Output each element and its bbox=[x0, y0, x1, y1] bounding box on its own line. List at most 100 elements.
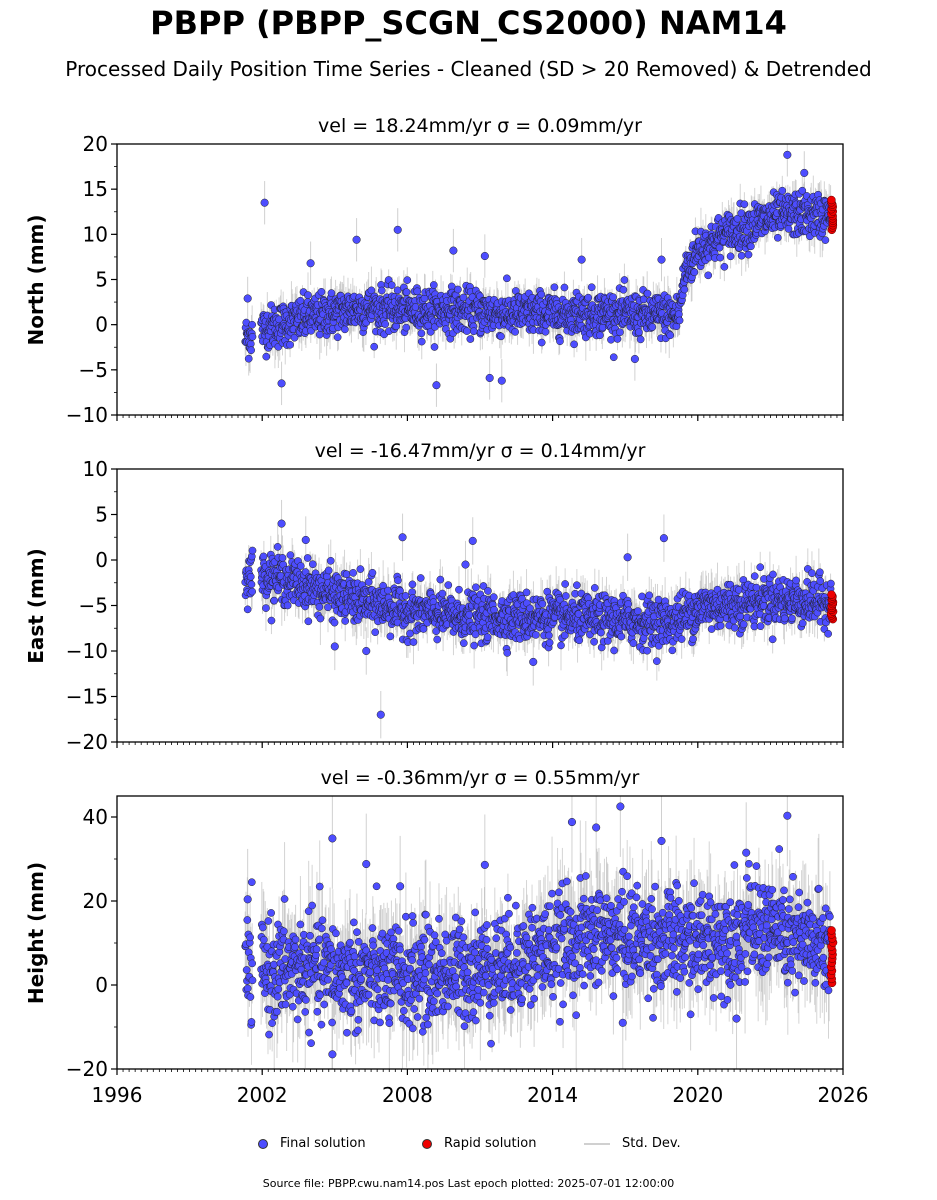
final-point bbox=[561, 580, 569, 588]
final-point bbox=[286, 551, 295, 559]
final-point bbox=[541, 327, 550, 336]
ytick-label: −5 bbox=[79, 358, 108, 382]
final-point bbox=[267, 616, 276, 625]
final-point bbox=[484, 587, 492, 595]
final-point bbox=[609, 353, 618, 362]
final-point bbox=[689, 635, 697, 643]
final-point bbox=[584, 293, 593, 302]
final-point-outlier bbox=[480, 251, 489, 261]
final-point bbox=[736, 612, 745, 621]
final-point bbox=[371, 628, 380, 637]
final-point bbox=[290, 333, 299, 342]
final-point bbox=[716, 621, 725, 630]
final-point bbox=[747, 242, 755, 251]
final-point bbox=[317, 288, 326, 296]
final-point bbox=[730, 624, 739, 632]
final-point bbox=[296, 562, 305, 570]
final-point bbox=[315, 603, 324, 611]
axes-frame-north bbox=[116, 143, 844, 416]
final-point-outlier bbox=[800, 168, 809, 177]
ytick-label: 10 bbox=[83, 222, 108, 246]
final-point bbox=[590, 584, 599, 592]
final-point bbox=[413, 287, 422, 296]
final-point bbox=[497, 332, 505, 341]
final-point-outlier bbox=[393, 225, 402, 234]
final-point bbox=[402, 288, 411, 296]
final-point bbox=[545, 631, 553, 640]
final-point bbox=[737, 251, 746, 260]
ytick-label: −10 bbox=[66, 403, 108, 427]
final-point bbox=[463, 327, 471, 335]
final-point bbox=[466, 335, 475, 343]
final-point bbox=[531, 631, 540, 639]
final-point bbox=[537, 290, 546, 299]
final-point bbox=[469, 327, 478, 336]
final-point bbox=[619, 591, 627, 600]
std-dev-bars-north bbox=[244, 144, 832, 407]
final-point-outlier bbox=[630, 354, 639, 364]
final-point-outlier bbox=[449, 246, 458, 255]
final-point bbox=[367, 286, 376, 295]
final-point bbox=[635, 328, 643, 337]
chart-subtitle: Processed Daily Position Time Series - C… bbox=[65, 57, 872, 81]
final-point-outlier bbox=[783, 150, 792, 159]
final-point bbox=[248, 587, 257, 596]
final-points-east bbox=[241, 519, 835, 719]
final-point bbox=[465, 610, 474, 619]
final-points-north bbox=[241, 150, 835, 390]
final-point bbox=[315, 330, 324, 339]
final-point bbox=[503, 649, 512, 657]
final-point bbox=[470, 641, 478, 650]
ytick-label: 0 bbox=[95, 313, 108, 337]
final-point bbox=[455, 585, 463, 594]
final-point bbox=[720, 262, 729, 271]
final-point bbox=[436, 575, 445, 584]
final-point bbox=[324, 603, 332, 612]
panel-title-north: vel = 18.24mm/yr σ = 0.09mm/yr bbox=[318, 115, 642, 137]
final-point bbox=[716, 253, 725, 262]
final-point bbox=[643, 646, 652, 655]
final-point bbox=[483, 633, 492, 642]
final-point bbox=[597, 628, 605, 637]
final-point bbox=[417, 329, 426, 338]
final-point bbox=[652, 657, 661, 665]
final-point bbox=[596, 331, 604, 340]
final-point bbox=[387, 281, 396, 289]
final-point bbox=[247, 580, 256, 589]
final-point bbox=[677, 635, 686, 643]
final-point bbox=[364, 578, 373, 586]
final-point bbox=[675, 316, 684, 325]
final-point bbox=[393, 286, 402, 295]
final-point bbox=[408, 580, 417, 589]
plot-area-east bbox=[241, 499, 838, 739]
plot-area-north bbox=[241, 144, 838, 407]
final-point-outlier bbox=[352, 235, 361, 244]
final-point bbox=[620, 276, 629, 284]
final-point bbox=[368, 568, 377, 577]
final-point bbox=[341, 325, 349, 334]
final-point bbox=[394, 576, 402, 585]
final-point bbox=[286, 340, 294, 349]
final-point bbox=[598, 323, 607, 332]
final-point bbox=[636, 335, 645, 344]
final-point bbox=[270, 596, 279, 605]
final-point bbox=[715, 243, 724, 252]
final-point-outlier bbox=[260, 198, 269, 207]
final-point-outlier bbox=[243, 294, 252, 303]
final-point bbox=[459, 293, 468, 302]
final-point bbox=[324, 566, 333, 575]
final-point bbox=[259, 552, 268, 561]
final-point bbox=[479, 582, 488, 590]
final-point bbox=[560, 631, 569, 640]
final-point bbox=[557, 641, 565, 650]
final-point bbox=[616, 328, 624, 337]
final-point bbox=[262, 604, 270, 612]
final-point bbox=[556, 595, 564, 604]
final-point-outlier bbox=[277, 379, 286, 388]
final-point bbox=[247, 346, 255, 355]
final-point bbox=[634, 607, 642, 615]
final-point bbox=[430, 343, 439, 351]
final-point bbox=[629, 639, 638, 648]
chart-title: PBPP (PBPP_SCGN_CS2000) NAM14 bbox=[150, 4, 787, 42]
